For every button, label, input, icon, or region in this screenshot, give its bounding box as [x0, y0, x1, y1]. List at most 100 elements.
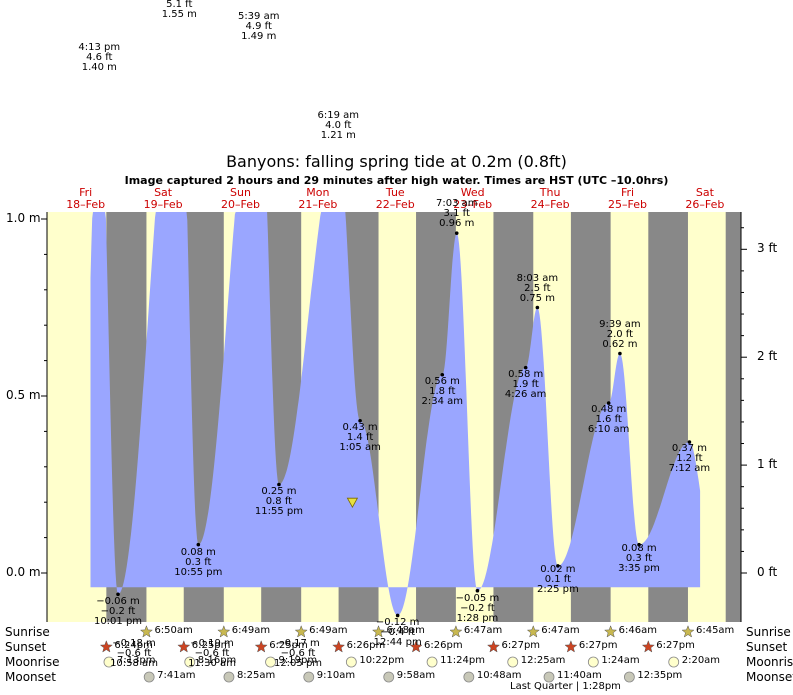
moonrise-time: 9:19pm	[278, 655, 318, 666]
sunrise-icon	[294, 625, 308, 638]
moonset-icon	[463, 671, 475, 683]
tide-extreme-dot	[395, 613, 400, 618]
tide-extreme-dot	[606, 401, 611, 405]
sunrise-time: 6:47am	[463, 625, 503, 636]
day-header: Tue	[385, 186, 405, 199]
sunrise-time: 6:48am	[386, 625, 425, 636]
tide-extreme-label: −0.17 m −0.6 ft 12:05 pm	[273, 638, 323, 669]
right-tick-label: 3 ft	[757, 241, 778, 256]
day-header: Sun	[230, 186, 251, 199]
day-header: Sat	[695, 186, 714, 199]
sunrise-icon	[681, 625, 695, 638]
day-header-date: 25–Feb	[608, 198, 647, 211]
day-header: Sat	[154, 186, 173, 199]
astro-row-label-left: Moonset	[5, 670, 56, 684]
tide-extreme-label: 5:39 am 4.9 ft 1.49 m	[237, 10, 280, 42]
day-header-date: 19–Feb	[143, 198, 183, 211]
left-tick-label: 0.5 m	[6, 388, 41, 402]
moonset-icon	[303, 671, 315, 683]
moonrise-time: 12:25am	[520, 655, 566, 666]
astro-row-label-left: Sunset	[5, 640, 47, 654]
chart-title: Banyons: falling spring tide at 0.2m (0.…	[226, 152, 567, 171]
moonrise-time: 11:24pm	[440, 655, 485, 666]
sunset-icon	[641, 640, 655, 653]
sunset-time: 6:27pm	[656, 640, 695, 651]
day-header-date: 24–Feb	[530, 198, 570, 211]
moonrise-icon	[265, 656, 276, 668]
moonset-time: 12:35pm	[637, 670, 683, 681]
tide-extreme-dot	[637, 542, 641, 547]
tide-extreme-label: 9:39 am 2.0 ft 0.62 m	[599, 318, 641, 350]
sunset-time: 6:26pm	[346, 640, 386, 651]
left-tick-label: 1.0 m	[6, 211, 41, 225]
moonrise-icon	[507, 656, 519, 668]
sunrise-icon	[371, 625, 386, 638]
moonset-time: 9:58am	[396, 670, 436, 681]
sunrise-time: 6:47am	[541, 625, 580, 636]
tide-extreme-label: 6:19 am 4.0 ft 1.21 m	[317, 109, 360, 141]
right-tick-label: 0 ft	[757, 565, 778, 579]
moonset-time: 10:48am	[476, 670, 522, 681]
sunrise-icon	[139, 625, 153, 638]
tide-extreme-label: 4:13 pm 4.6 ft 1.40 m	[78, 42, 121, 74]
moonrise-icon	[668, 656, 680, 668]
tide-extreme-label: 0.08 m 0.3 ft 10:55 pm	[174, 546, 223, 578]
tide-extreme-label: 0.37 m 1.2 ft 7:12 am	[668, 443, 711, 475]
day-header: Wed	[460, 186, 485, 199]
tide-extreme-label: 8:03 am 2.5 ft 0.75 m	[516, 272, 559, 304]
moonrise-icon	[184, 656, 196, 668]
sunset-time: 6:26pm	[424, 640, 463, 651]
sunrise-time: 6:49am	[231, 625, 271, 636]
day-header-date: 20–Feb	[221, 198, 260, 211]
tide-extreme-label: 0.58 m 1.9 ft 4:26 am	[504, 368, 547, 400]
tide-extreme-label: 7:03 am 3.1 ft 0.96 m	[435, 198, 478, 230]
tide-extreme-label: 0.02 m 0.1 ft 2:25 pm	[537, 563, 579, 595]
day-header-date: 18–Feb	[66, 198, 106, 211]
moonrise-time: 7:13pm	[116, 655, 156, 666]
moonset-icon	[543, 671, 555, 683]
moon-phase: Last Quarter | 1:28pm	[510, 681, 621, 692]
moonrise-time: 10:22pm	[359, 655, 405, 666]
tide-extreme-dot	[454, 231, 459, 235]
tide-extreme-dot	[358, 418, 362, 423]
tide-extreme-label: 0.56 m 1.8 ft 2:34 am	[421, 375, 464, 407]
moonrise-time: 1:24am	[601, 655, 640, 666]
day-header-date: 26–Feb	[685, 198, 725, 211]
moonrise-icon	[345, 656, 357, 668]
astro-row-label-left: Sunrise	[5, 625, 50, 639]
day-header-date: 23–Feb	[453, 198, 493, 211]
tide-extreme-label: −0.19 m −0.6 ft 11:30 am	[188, 638, 236, 669]
night-band	[725, 212, 741, 622]
sunrise-time: 6:45am	[695, 625, 735, 636]
tide-extreme-dot	[556, 564, 560, 568]
tide-extreme-dot	[687, 440, 692, 444]
left-tick-label: 0.0 m	[6, 565, 41, 579]
sunset-icon	[99, 640, 113, 653]
astro-row-label-right: Sunset	[746, 640, 788, 654]
astro-row-label-right: Moonset	[746, 670, 793, 684]
tide-extreme-label: 5:01 pm5.1 ft1.55 m	[161, 0, 197, 21]
tide-extreme-label: 0.08 m 0.3 ft 3:35 pm	[618, 542, 660, 574]
tide-extreme-dot	[618, 351, 622, 356]
astro-row-label-right: Moonrise	[746, 655, 793, 669]
moonrise-time: 2:20am	[681, 655, 721, 666]
sunset-time: 6:25pm	[191, 640, 231, 651]
tide-extreme-dot	[535, 305, 540, 310]
moonset-icon	[143, 671, 155, 683]
moonset-time: 9:10am	[316, 670, 356, 681]
right-tick-label: 1 ft	[757, 457, 778, 472]
moonset-icon	[223, 671, 235, 683]
tide-extreme-label: 0.48 m 1.6 ft 6:10 am	[587, 404, 630, 436]
day-header: Mon	[306, 186, 330, 199]
sunset-icon	[332, 640, 346, 653]
sunset-time: 6:27pm	[501, 640, 541, 651]
chart-subtitle: Image captured 2 hours and 29 minutes af…	[124, 174, 669, 187]
astro-row-label-left: Moonrise	[5, 655, 60, 669]
day-header: Thu	[539, 186, 561, 199]
tide-extreme-dot	[277, 482, 281, 487]
moonrise-icon	[587, 656, 599, 668]
sunrise-icon	[526, 625, 540, 638]
sunrise-time: 6:46am	[618, 625, 657, 636]
tide-extreme-dot	[475, 588, 480, 593]
